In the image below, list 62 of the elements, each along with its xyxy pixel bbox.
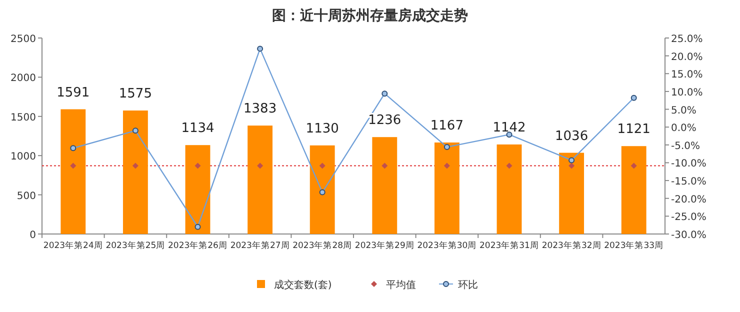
y2-tick-label: -15.0% (671, 176, 706, 188)
point (132, 128, 138, 134)
bar (60, 109, 86, 234)
x-tick-label: 2023年第24周 (43, 240, 103, 251)
y-tick-label: 2500 (10, 34, 36, 45)
x-tick-label: 2023年第30周 (417, 240, 477, 251)
point (382, 90, 388, 97)
data-label: 1167 (430, 118, 464, 134)
y2-tick-label: 25.0% (671, 34, 703, 45)
y2-tick-label: -5.0% (671, 140, 700, 152)
data-label: 1130 (306, 121, 339, 136)
point (568, 157, 575, 164)
point (70, 145, 76, 152)
point (319, 189, 326, 196)
legend-label: 成交套数(套) (274, 279, 332, 291)
bar (434, 142, 460, 234)
y-tick-label: 500 (16, 190, 36, 202)
point (444, 144, 450, 150)
data-label: 1036 (555, 128, 588, 144)
y-tick-label: 2000 (10, 73, 36, 84)
y2-tick-label: 10.0% (671, 87, 703, 98)
point (630, 94, 637, 101)
data-label: 1383 (244, 102, 277, 117)
bar (559, 152, 584, 234)
x-tick-label: 2023年第32周 (542, 240, 602, 251)
x-tick-label: 2023年第26周 (168, 240, 228, 251)
bar (621, 146, 646, 234)
x-tick-label: 2023年第29周 (354, 240, 414, 251)
point (257, 46, 264, 52)
y2-tick-label: 20.0% (671, 52, 703, 63)
data-label: 1121 (617, 122, 650, 138)
x-tick-label: 2023年第31周 (480, 240, 539, 251)
chart-title: 图：近十周苏州存量房成交走势 (272, 7, 468, 24)
bar (185, 145, 210, 234)
legend-label: 环比 (458, 279, 478, 291)
bar (496, 144, 522, 234)
point (194, 224, 201, 230)
bar (372, 137, 398, 234)
y2-tick-label: -25.0% (671, 212, 706, 224)
y2-tick-label: -20.0% (671, 194, 706, 206)
y2-tick-label: 5.0% (671, 105, 696, 116)
data-label: 1236 (368, 113, 402, 128)
y-tick-label: 0 (30, 230, 36, 241)
y2-tick-label: 15.0% (671, 70, 703, 81)
data-label: 1142 (492, 120, 526, 136)
y-tick-label: 1500 (10, 112, 36, 124)
bar (122, 110, 148, 234)
data-label: 1591 (56, 85, 90, 100)
x-tick-label: 2023年第25周 (106, 240, 166, 251)
data-label: 1134 (181, 121, 214, 136)
bar (248, 126, 273, 234)
x-tick-label: 2023年第33周 (604, 240, 664, 251)
x-tick-label: 2023年第28周 (292, 240, 352, 251)
bar (310, 145, 335, 234)
y2-tick-label: 0.0% (671, 123, 696, 134)
legend-label: 平均值 (386, 279, 416, 291)
y2-tick-label: -10.0% (671, 158, 706, 170)
data-label: 1575 (118, 86, 152, 102)
point (506, 132, 512, 138)
x-tick-label: 2023年第27周 (230, 240, 290, 251)
y-tick-label: 1000 (10, 152, 36, 163)
y2-tick-label: -30.0% (671, 230, 706, 241)
